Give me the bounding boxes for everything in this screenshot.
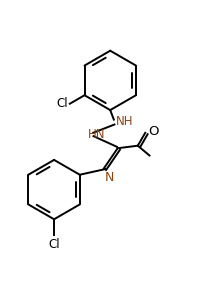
- Text: O: O: [148, 125, 158, 138]
- Text: NH: NH: [116, 115, 133, 128]
- Text: Cl: Cl: [48, 238, 60, 251]
- Text: Cl: Cl: [56, 97, 68, 110]
- Text: N: N: [104, 171, 114, 184]
- Text: HN: HN: [88, 128, 106, 141]
